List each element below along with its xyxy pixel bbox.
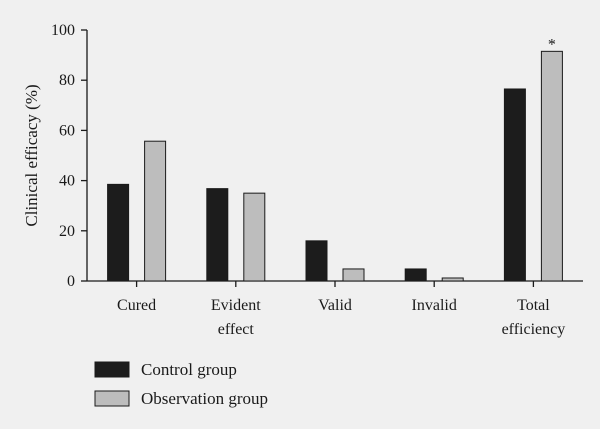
y-tick-label: 80 xyxy=(59,72,75,89)
chart-bars xyxy=(107,50,563,282)
legend-swatch-observation xyxy=(94,390,130,407)
legend-swatch-control xyxy=(94,361,130,378)
y-tick-label: 0 xyxy=(67,273,75,290)
y-tick-label: 100 xyxy=(51,22,75,39)
legend-label: Observation group xyxy=(141,389,268,408)
bar-observation xyxy=(342,268,365,282)
x-tick-label: Total xyxy=(517,297,550,314)
x-tick-label: Evident xyxy=(211,297,261,314)
chart-axes xyxy=(81,29,583,287)
significance-marker: * xyxy=(548,36,556,53)
y-tick-label: 40 xyxy=(59,173,75,190)
bar-observation xyxy=(144,140,167,282)
bar-control xyxy=(107,183,130,282)
x-tick-label: Cured xyxy=(117,297,156,314)
x-tick-label: Valid xyxy=(318,297,352,314)
x-tick-label: Invalid xyxy=(412,297,457,314)
chart-legend: Control group Observation group xyxy=(94,360,268,408)
bar-control xyxy=(305,240,328,282)
bar-control xyxy=(503,88,526,282)
bar-control xyxy=(404,268,427,282)
bar-observation xyxy=(441,277,464,282)
y-axis-title: Clinical efficacy (%) xyxy=(22,84,41,226)
chart-labels: 0 20 40 60 80 100 Clinical efficacy (%) Cured Ev… xyxy=(22,22,565,338)
x-tick-label: effect xyxy=(218,321,255,338)
bar-control xyxy=(206,188,229,282)
bar-observation xyxy=(540,50,563,282)
y-tick-label: 20 xyxy=(59,223,75,240)
y-tick-label: 60 xyxy=(59,122,75,139)
x-tick-label: efficiency xyxy=(502,321,566,338)
legend-label: Control group xyxy=(141,360,237,379)
bar-observation xyxy=(243,192,266,282)
